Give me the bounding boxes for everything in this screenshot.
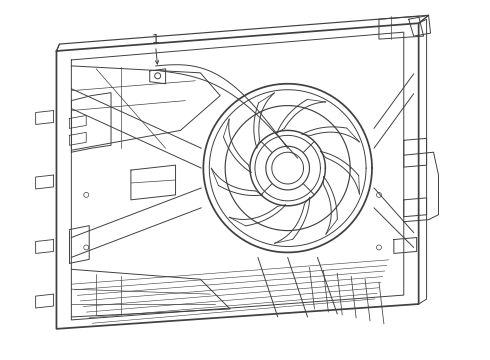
Text: 1: 1 [152,33,160,46]
